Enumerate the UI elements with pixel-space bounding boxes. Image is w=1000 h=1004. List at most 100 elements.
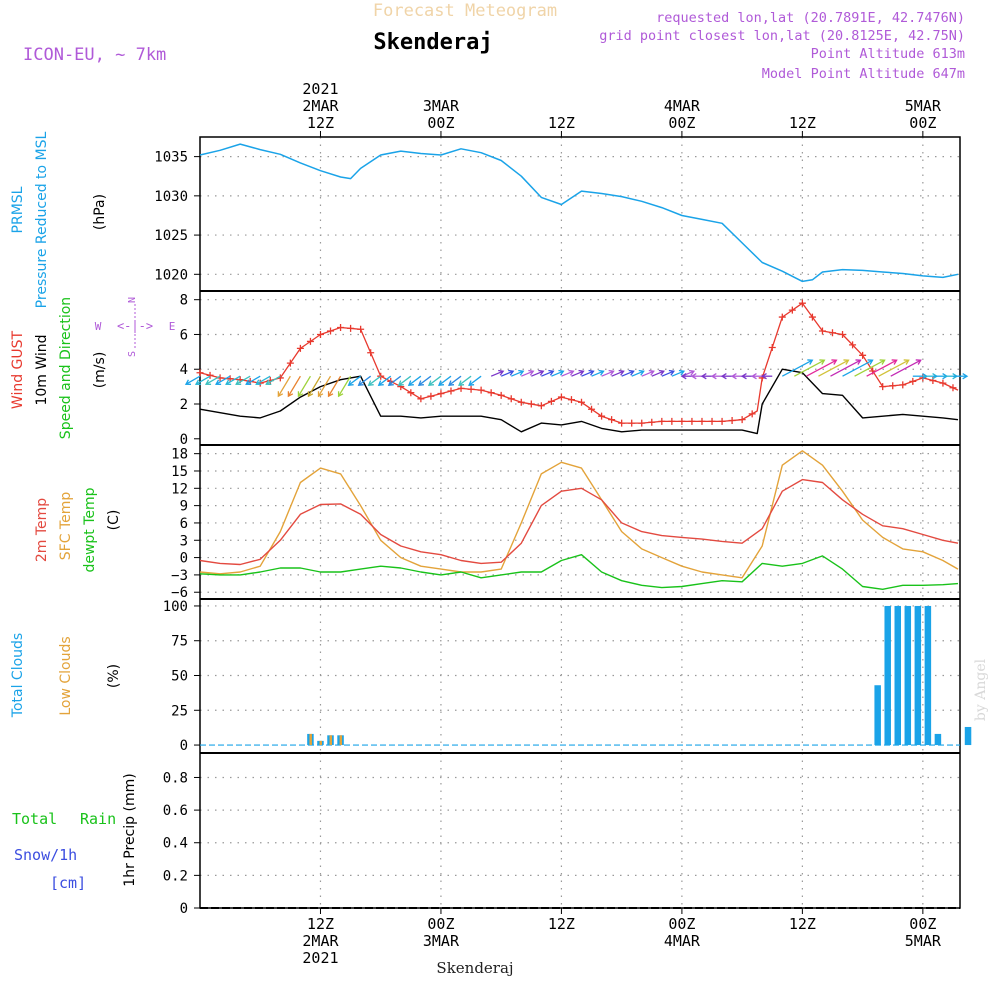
gust-marker <box>578 398 586 406</box>
pressure-label-long: Pressure Reduced to MSL <box>34 131 50 308</box>
wind-arrow-west2-head <box>367 380 374 386</box>
wind-arrow-east-head <box>608 369 615 376</box>
wind-arrow-east-head <box>658 369 665 376</box>
total-clouds-bar <box>884 605 891 746</box>
wind-arrow-west-head <box>184 379 192 385</box>
gust-marker <box>437 390 445 398</box>
wind-arrow-west3-head <box>730 373 737 380</box>
clouds-total-label: Total Clouds <box>10 633 26 718</box>
gust-marker <box>296 344 304 352</box>
gust-marker <box>899 381 907 389</box>
gust-marker <box>748 410 756 418</box>
wind-arrow-west <box>225 375 241 385</box>
sfc-temp-line <box>199 450 959 579</box>
wind-arrow-west2-head <box>458 380 465 386</box>
gust-marker <box>708 417 716 425</box>
bottom-xtick-label: 12Z <box>548 915 575 933</box>
gust-marker <box>427 392 435 400</box>
gust-marker <box>457 384 465 392</box>
gust-marker <box>407 389 415 397</box>
credit-text: by Angel <box>973 658 989 721</box>
wind-arrow-east-head <box>548 369 555 376</box>
wind-arrow-east-head <box>688 369 696 376</box>
wind-unit: (m/s) <box>92 352 108 389</box>
wind-arrow-west2-head <box>468 380 475 386</box>
gust-marker <box>608 416 616 424</box>
wind-arrow-west <box>215 375 231 385</box>
gust-marker <box>347 324 355 332</box>
precip-rain-label: Rain <box>80 810 116 828</box>
wind-arrow-ne-head <box>819 359 826 365</box>
gust-marker <box>327 327 335 335</box>
wind-arrow-west-head <box>225 379 232 385</box>
gust-marker <box>949 384 957 392</box>
gridpoint-coords: grid point closest lon,lat (20.8125E, 42… <box>599 28 965 44</box>
gust-marker <box>567 396 575 404</box>
temp-ytick-label: 18 <box>171 447 188 463</box>
pressure-label-prmsl: PRMSL <box>10 186 26 233</box>
gust-marker <box>889 382 897 390</box>
pressure-ytick-label: 1025 <box>154 228 188 244</box>
pressure-line <box>199 143 959 283</box>
wind-arrow-west2-head <box>397 380 404 386</box>
total-clouds-bar <box>924 605 932 746</box>
panel-labels: PRMSL Pressure Reduced to MSL (hPa) Wind GU… <box>10 131 175 892</box>
gust-marker <box>688 417 696 425</box>
gust-marker <box>738 416 746 424</box>
clouds-unit: (%) <box>106 664 122 688</box>
wind-arrow-sw-head <box>297 391 304 398</box>
wind-arrow-west-head <box>265 379 272 385</box>
compass-arrows: <-|-> <box>117 319 153 333</box>
temp-unit: (C) <box>106 510 122 531</box>
wind-arrow-east <box>551 370 564 377</box>
wind-arrow-ne-head <box>903 359 910 365</box>
bottom-xtick-label: 5MAR <box>905 932 942 950</box>
temp-ytick-label: 0 <box>180 551 188 567</box>
gust-marker <box>638 419 646 427</box>
bottom-xtick-label: 00Z <box>909 915 936 933</box>
wind-arrow-west3-head <box>740 373 747 380</box>
wind-arrow-east-head <box>508 369 515 376</box>
wind-arrow-west2 <box>368 375 382 386</box>
top-xtick-label: 00Z <box>909 114 936 132</box>
wind-arrow-west3-head <box>720 373 727 380</box>
clouds-ytick-label: 100 <box>163 599 188 615</box>
gust-marker <box>648 418 656 426</box>
wind-arrow-east2-head <box>962 373 969 380</box>
wind-arrow-east-head <box>638 369 645 376</box>
wind-arrow-sw-head <box>337 391 344 398</box>
wind-arrow-sw <box>277 375 291 397</box>
wind-arrow-west-head <box>194 379 202 385</box>
wind-arrow-west3-head <box>710 373 717 380</box>
wind-arrow-sw <box>287 375 301 397</box>
wind-arrow-west2 <box>408 375 422 386</box>
total-clouds-bar <box>904 605 912 746</box>
top-xtick-label: 12Z <box>307 114 334 132</box>
top-xtick-label: 00Z <box>668 114 695 132</box>
top-xtick-label: 3MAR <box>423 97 460 115</box>
temp-ytick-label: 15 <box>171 464 188 480</box>
clouds-low-label: Low Clouds <box>58 636 74 715</box>
bottom-xtick-label: 4MAR <box>664 932 701 950</box>
wind-arrow-ne-head <box>879 359 886 365</box>
wind-arrow-ne-head <box>807 359 814 365</box>
gust-marker <box>467 385 475 393</box>
wind-arrow-ne <box>781 359 813 377</box>
gust-marker <box>286 359 294 367</box>
temp-sfc-label: SFC Temp <box>58 492 74 561</box>
wind-arrow-west <box>265 375 281 385</box>
gust-marker <box>678 417 686 425</box>
gust-marker <box>337 324 345 332</box>
wind-arrow-east <box>510 370 524 377</box>
gust-marker <box>618 419 626 427</box>
wind-arrow-ne-head <box>831 359 838 365</box>
top-xtick-label: 5MAR <box>905 97 942 115</box>
wind-arrow-ne <box>890 359 922 377</box>
wind-arrow-east <box>661 370 675 377</box>
wind-arrow-east <box>621 370 634 377</box>
wind-ytick-label: 4 <box>180 362 188 378</box>
wind-arrow-sw-head <box>317 391 324 398</box>
total-clouds-bar <box>914 605 922 746</box>
temp-ytick-label: 12 <box>171 481 188 497</box>
